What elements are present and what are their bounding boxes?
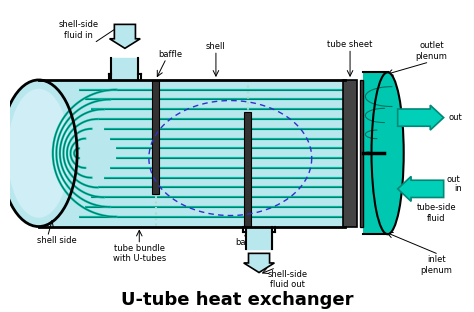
Text: shell-side
fluid out: shell-side fluid out <box>268 270 308 289</box>
Text: out: out <box>448 113 462 122</box>
Text: shell: shell <box>206 42 226 51</box>
Ellipse shape <box>372 72 404 234</box>
Text: tube-side
fluid: tube-side fluid <box>417 203 456 223</box>
FancyArrow shape <box>398 105 444 130</box>
Text: tube sheet: tube sheet <box>328 40 373 49</box>
Text: out: out <box>447 175 460 184</box>
Bar <box>39 80 345 227</box>
Text: U-tube heat exchanger: U-tube heat exchanger <box>121 291 353 309</box>
Text: shell side: shell side <box>37 236 76 245</box>
Bar <box>343 80 357 227</box>
Text: outlet
plenum: outlet plenum <box>416 41 447 61</box>
FancyArrow shape <box>244 253 274 272</box>
Text: baffle: baffle <box>236 238 260 247</box>
Bar <box>364 72 388 234</box>
FancyArrow shape <box>109 24 140 48</box>
FancyArrow shape <box>398 176 444 201</box>
Text: tube bundle
with U-tubes: tube bundle with U-tubes <box>113 244 166 263</box>
Bar <box>244 112 251 227</box>
Bar <box>152 80 159 194</box>
Text: in: in <box>455 184 462 193</box>
Text: inlet
plenum: inlet plenum <box>420 255 452 275</box>
Ellipse shape <box>0 80 77 227</box>
Bar <box>360 80 364 227</box>
Ellipse shape <box>8 89 70 218</box>
Text: shell-side
fluid in: shell-side fluid in <box>59 20 99 40</box>
Text: baffle: baffle <box>158 50 182 59</box>
